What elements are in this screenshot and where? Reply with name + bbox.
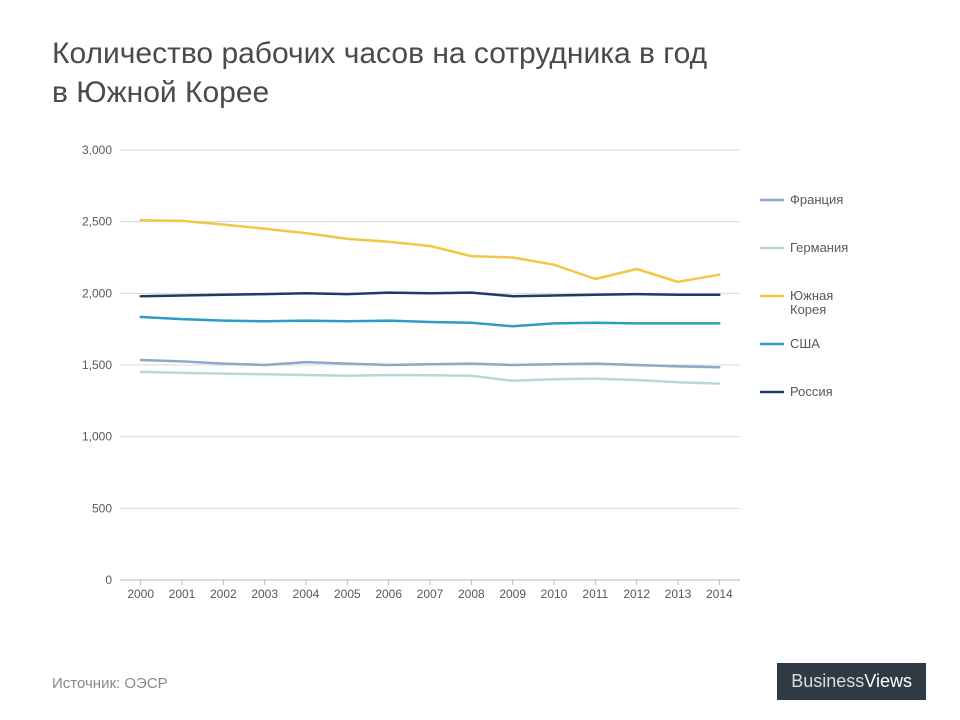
x-tick-label: 2003 bbox=[251, 587, 278, 601]
x-tick-label: 2008 bbox=[458, 587, 485, 601]
x-tick-label: 2010 bbox=[541, 587, 568, 601]
brand-badge: BusinessViews bbox=[777, 663, 926, 700]
source-label: Источник: ОЭСР bbox=[52, 675, 168, 692]
brand-part-2: Views bbox=[864, 671, 912, 691]
title-line-2: в Южной Корее bbox=[52, 76, 269, 109]
x-tick-label: 2012 bbox=[623, 587, 650, 601]
y-tick-label: 2,000 bbox=[82, 286, 112, 300]
chart-svg: 0 500 1,000 1,500 2,000 2,500 3,000 2000 2001 200… bbox=[60, 140, 900, 610]
x-tick-label: 2014 bbox=[706, 587, 733, 601]
legend-label: США bbox=[790, 336, 820, 351]
y-tick-label: 0 bbox=[105, 573, 112, 587]
legend-label: Южная bbox=[790, 288, 833, 303]
y-tick-label: 1,500 bbox=[82, 358, 112, 372]
x-tick-label: 2006 bbox=[375, 587, 402, 601]
legend-label: Россия bbox=[790, 384, 833, 399]
page-title: Количество рабочих часов на сотрудника в… bbox=[52, 34, 707, 112]
series-line bbox=[141, 360, 720, 367]
series-line bbox=[141, 317, 720, 326]
y-tick-label: 2,500 bbox=[82, 215, 112, 229]
x-tick-label: 2000 bbox=[127, 587, 154, 601]
y-tick-label: 500 bbox=[92, 501, 112, 515]
brand-part-1: Business bbox=[791, 671, 864, 691]
x-tick-label: 2001 bbox=[169, 587, 196, 601]
x-tick-label: 2004 bbox=[293, 587, 320, 601]
series-line bbox=[141, 220, 720, 282]
line-chart: 0 500 1,000 1,500 2,000 2,500 3,000 2000 2001 200… bbox=[60, 140, 900, 610]
y-tick-label: 1,000 bbox=[82, 430, 112, 444]
x-tick-label: 2013 bbox=[665, 587, 692, 601]
x-tick-label: 2007 bbox=[417, 587, 444, 601]
x-tick-label: 2011 bbox=[582, 587, 608, 601]
x-tick-label: 2002 bbox=[210, 587, 237, 601]
chart-container: Количество рабочих часов на сотрудника в… bbox=[0, 0, 960, 720]
legend-label: Франция bbox=[790, 192, 843, 207]
x-tick-label: 2009 bbox=[499, 587, 526, 601]
legend-label: Германия bbox=[790, 240, 848, 255]
legend-label: Корея bbox=[790, 302, 826, 317]
y-tick-label: 3,000 bbox=[82, 143, 112, 157]
title-line-1: Количество рабочих часов на сотрудника в… bbox=[52, 37, 707, 70]
series-line bbox=[141, 372, 720, 384]
x-tick-label: 2005 bbox=[334, 587, 361, 601]
